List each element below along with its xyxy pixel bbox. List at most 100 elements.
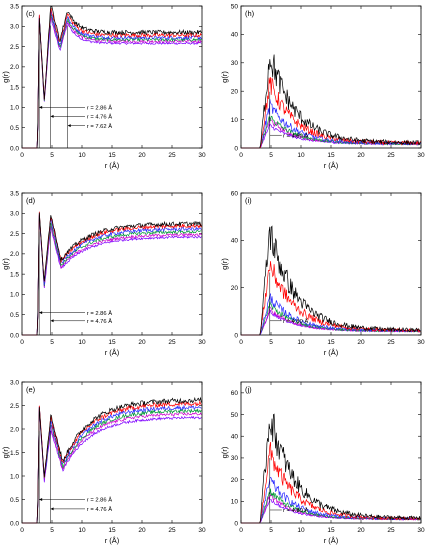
x-tick-label: 25: [168, 152, 176, 159]
series-line-purple: [22, 16, 202, 149]
y-axis-label: g(r): [1, 71, 10, 83]
series-line-blue: [241, 476, 421, 524]
y-tick-label: 2.5: [10, 231, 19, 238]
y-axis-label: g(r): [1, 446, 10, 458]
y-tick-label: 1.5: [10, 271, 19, 278]
peak-annotation: r = 4.76 Å: [87, 506, 112, 513]
y-tick-label: 0.0: [10, 145, 19, 152]
x-tick-label: 10: [297, 339, 305, 346]
x-tick-label: 25: [387, 527, 395, 534]
y-tick-label: 3.0: [10, 379, 19, 386]
x-tick-label: 20: [138, 527, 146, 534]
y-tick-label: 0.5: [10, 312, 19, 319]
panel-label: (i): [245, 196, 252, 205]
x-tick-label: 15: [327, 152, 335, 159]
x-tick-label: 10: [78, 527, 86, 534]
series-line-blue: [22, 213, 202, 336]
y-tick-label: 0: [234, 520, 238, 527]
chart-panel-i: 0 5 10 15 20 25 30 0 20 40 60 r (Å) g(r) (i) r = 4.80 …: [220, 190, 425, 357]
chart-panel-c: 0 5 10 15 20 25 30 0.0 0.5 1.0 1.5 2.0 2.5 3.0 3.5 r (Å…: [1, 3, 206, 170]
y-tick-label: 0.5: [10, 125, 19, 132]
y-tick-label: 3.5: [10, 3, 19, 10]
y-axis-label: g(r): [1, 258, 10, 270]
x-tick-label: 15: [108, 152, 116, 159]
y-tick-label: 2.0: [10, 251, 19, 258]
y-tick-label: 10: [231, 117, 239, 124]
x-tick-label: 25: [168, 527, 176, 534]
series-line-black: [241, 413, 421, 524]
y-tick-label: 0.5: [10, 497, 19, 504]
y-tick-label: 3.0: [10, 211, 19, 218]
series-line-blue: [22, 404, 202, 524]
peak-annotation: r = 2.86 Å: [87, 105, 112, 112]
y-tick-label: 30: [231, 60, 239, 67]
series-line-purple: [22, 407, 202, 524]
y-tick-label: 2.5: [10, 44, 19, 51]
annotation-arrow: [50, 114, 54, 118]
series-line-black: [241, 54, 421, 149]
y-tick-label: 40: [231, 434, 239, 441]
y-tick-label: 0.0: [10, 520, 19, 527]
annotation-arrow: [50, 319, 54, 323]
y-tick-label: 0: [234, 145, 238, 152]
y-tick-label: 2.0: [10, 64, 19, 71]
x-tick-label: 10: [297, 527, 305, 534]
chart-panel-h: 0 5 10 15 20 25 30 0 10 20 30 40 50 r (Å) g(r) (h) r = 4…: [220, 3, 425, 170]
peak-annotation: r = 4.80 Å: [283, 318, 308, 325]
series-line-green: [22, 12, 202, 149]
peak-annotation: r = 4.80 Å: [283, 132, 308, 139]
x-tick-label: 5: [50, 527, 54, 534]
annotation-arrow: [39, 498, 43, 501]
x-tick-label: 30: [417, 527, 425, 534]
plot-frame: [240, 381, 422, 524]
x-tick-label: 10: [297, 152, 305, 159]
x-tick-label: 15: [108, 527, 116, 534]
series-line-blue: [22, 10, 202, 149]
series-line-black: [22, 212, 202, 336]
series-line-red: [22, 400, 202, 524]
series-line-red: [22, 211, 202, 336]
x-tick-label: 5: [50, 339, 54, 346]
x-tick-label: 30: [198, 339, 206, 346]
y-tick-label: 1.0: [10, 292, 19, 299]
x-tick-label: 30: [417, 152, 425, 159]
y-tick-label: 3.5: [10, 190, 19, 197]
annotation-arrow: [67, 124, 71, 128]
peak-annotation: r = 2.86 Å: [87, 310, 112, 317]
chart-panel-d: 0 5 10 15 20 25 30 0.0 0.5 1.0 1.5 2.0 2.5 3.0 3.5 r (Å…: [1, 190, 206, 357]
x-tick-label: 25: [387, 339, 395, 346]
x-tick-label: 5: [269, 152, 273, 159]
x-axis-label: r (Å): [324, 161, 339, 170]
y-tick-label: 60: [231, 190, 239, 197]
x-tick-label: 0: [239, 152, 243, 159]
y-tick-label: 1.0: [10, 473, 19, 480]
y-tick-label: 40: [231, 32, 239, 39]
y-tick-label: 2.0: [10, 426, 19, 433]
x-tick-label: 10: [78, 152, 86, 159]
series-line-red: [22, 7, 202, 149]
x-tick-label: 0: [20, 527, 24, 534]
x-tick-label: 25: [168, 339, 176, 346]
peak-annotation: r = 7.62 Å: [87, 123, 112, 130]
y-tick-label: 1.0: [10, 105, 19, 112]
y-tick-label: 1.5: [10, 84, 19, 91]
peak-annotation: r = 2.86 Å: [87, 497, 112, 504]
panel-label: (j): [245, 385, 252, 394]
panel-label: (e): [26, 385, 36, 394]
x-tick-label: 15: [327, 527, 335, 534]
peak-annotation: r = 4.76 Å: [87, 114, 112, 121]
x-tick-label: 15: [108, 339, 116, 346]
x-axis-label: r (Å): [105, 536, 120, 545]
x-tick-label: 20: [357, 527, 365, 534]
panel-label: (h): [245, 9, 255, 18]
x-tick-label: 30: [198, 527, 206, 534]
x-axis-label: r (Å): [324, 348, 339, 357]
series-line-black: [22, 396, 202, 524]
y-tick-label: 0: [234, 332, 238, 339]
x-tick-label: 20: [357, 339, 365, 346]
y-tick-label: 0.0: [10, 332, 19, 339]
series-line-blue: [241, 293, 421, 336]
x-tick-label: 0: [239, 527, 243, 534]
y-axis-label: g(r): [220, 258, 229, 270]
